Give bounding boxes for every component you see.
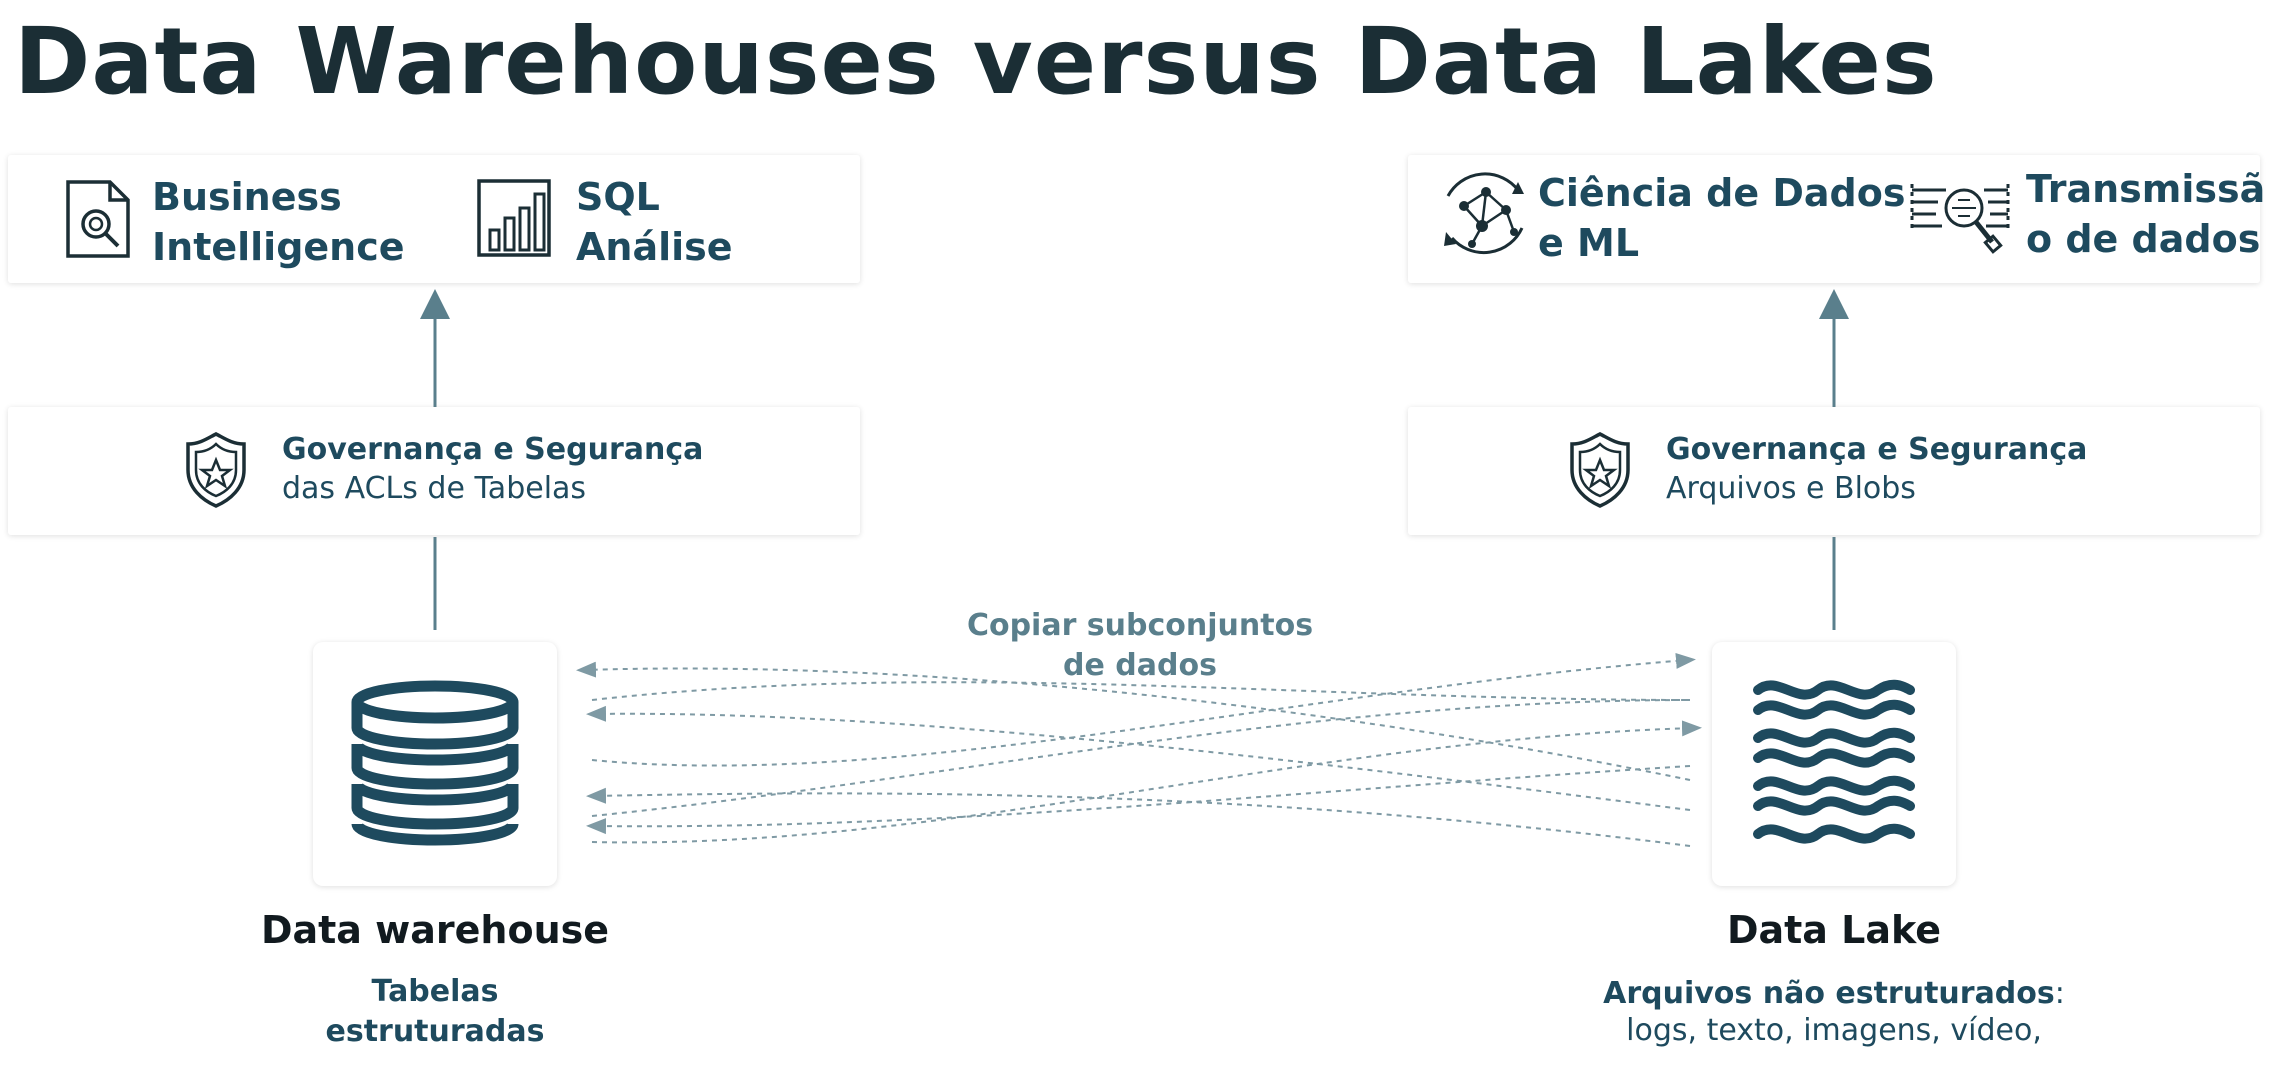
desc-line2: estruturadas <box>325 1014 545 1049</box>
use-case-line2: Intelligence <box>152 225 405 269</box>
use-case-line2: Análise <box>576 225 733 269</box>
lake-use-cases-card <box>1408 155 2260 283</box>
copy-arrows-to-warehouse <box>576 661 1691 847</box>
use-case-business-intelligence: Business Intelligence <box>152 172 405 272</box>
warehouse-governance-card <box>8 407 860 535</box>
use-case-line1: Transmissã <box>2026 167 2266 211</box>
use-case-line2: o de dados <box>2026 217 2261 261</box>
data-lake-label: Data Lake <box>1726 908 1942 952</box>
governance-title: Governança e Segurança <box>1666 432 2088 467</box>
use-case-line1: Business <box>152 175 342 219</box>
use-case-line1: Ciência de Dados <box>1538 171 1906 215</box>
lake-governance-card <box>1408 407 2260 535</box>
desc-colon: : <box>2054 976 2065 1011</box>
copy-subsets-label: Copiar subconjuntos de dados <box>900 606 1380 686</box>
data-warehouse-description: Tabelas estruturadas <box>235 972 635 1052</box>
copy-label-line2: de dados <box>1063 648 1217 683</box>
use-case-data-streaming: Transmissã o de dados <box>2026 164 2265 264</box>
copy-arrows-to-lake <box>591 652 1702 844</box>
warehouse-use-cases-card <box>8 155 860 283</box>
report-magnifier-icon <box>66 180 130 258</box>
shield-badge-icon <box>1570 432 1630 508</box>
shield-badge-icon <box>186 432 246 508</box>
network-graph-icon <box>1444 172 1524 255</box>
waves-icon <box>1753 679 1915 844</box>
database-icon <box>351 680 519 846</box>
governance-title: Governança e Segurança <box>282 432 704 467</box>
governance-subtitle: das ACLs de Tabelas <box>282 471 587 506</box>
copy-label-line1: Copiar subconjuntos <box>966 608 1314 643</box>
use-case-sql-analise: SQL Análise <box>576 172 733 272</box>
stream-magnifier-icon <box>1910 184 2010 254</box>
governance-subtitle: Arquivos e Blobs <box>1666 471 1916 506</box>
desc-bold: Arquivos não estruturados <box>1603 976 2055 1011</box>
desc-line1: Tabelas <box>371 974 499 1009</box>
data-lake-description: Arquivos não estruturados: <box>1534 974 2134 1014</box>
data-warehouse-label: Data warehouse <box>260 908 610 952</box>
use-case-line1: SQL <box>576 175 660 219</box>
page-title: Data Warehouses versus Data Lakes <box>14 8 1938 115</box>
data-lake-file-types: logs, texto, imagens, vídeo, <box>1626 1013 2042 1048</box>
bar-chart-icon <box>477 179 551 257</box>
use-case-line2: e ML <box>1538 221 1640 265</box>
use-case-data-science-ml: Ciência de Dados e ML <box>1538 168 1905 268</box>
